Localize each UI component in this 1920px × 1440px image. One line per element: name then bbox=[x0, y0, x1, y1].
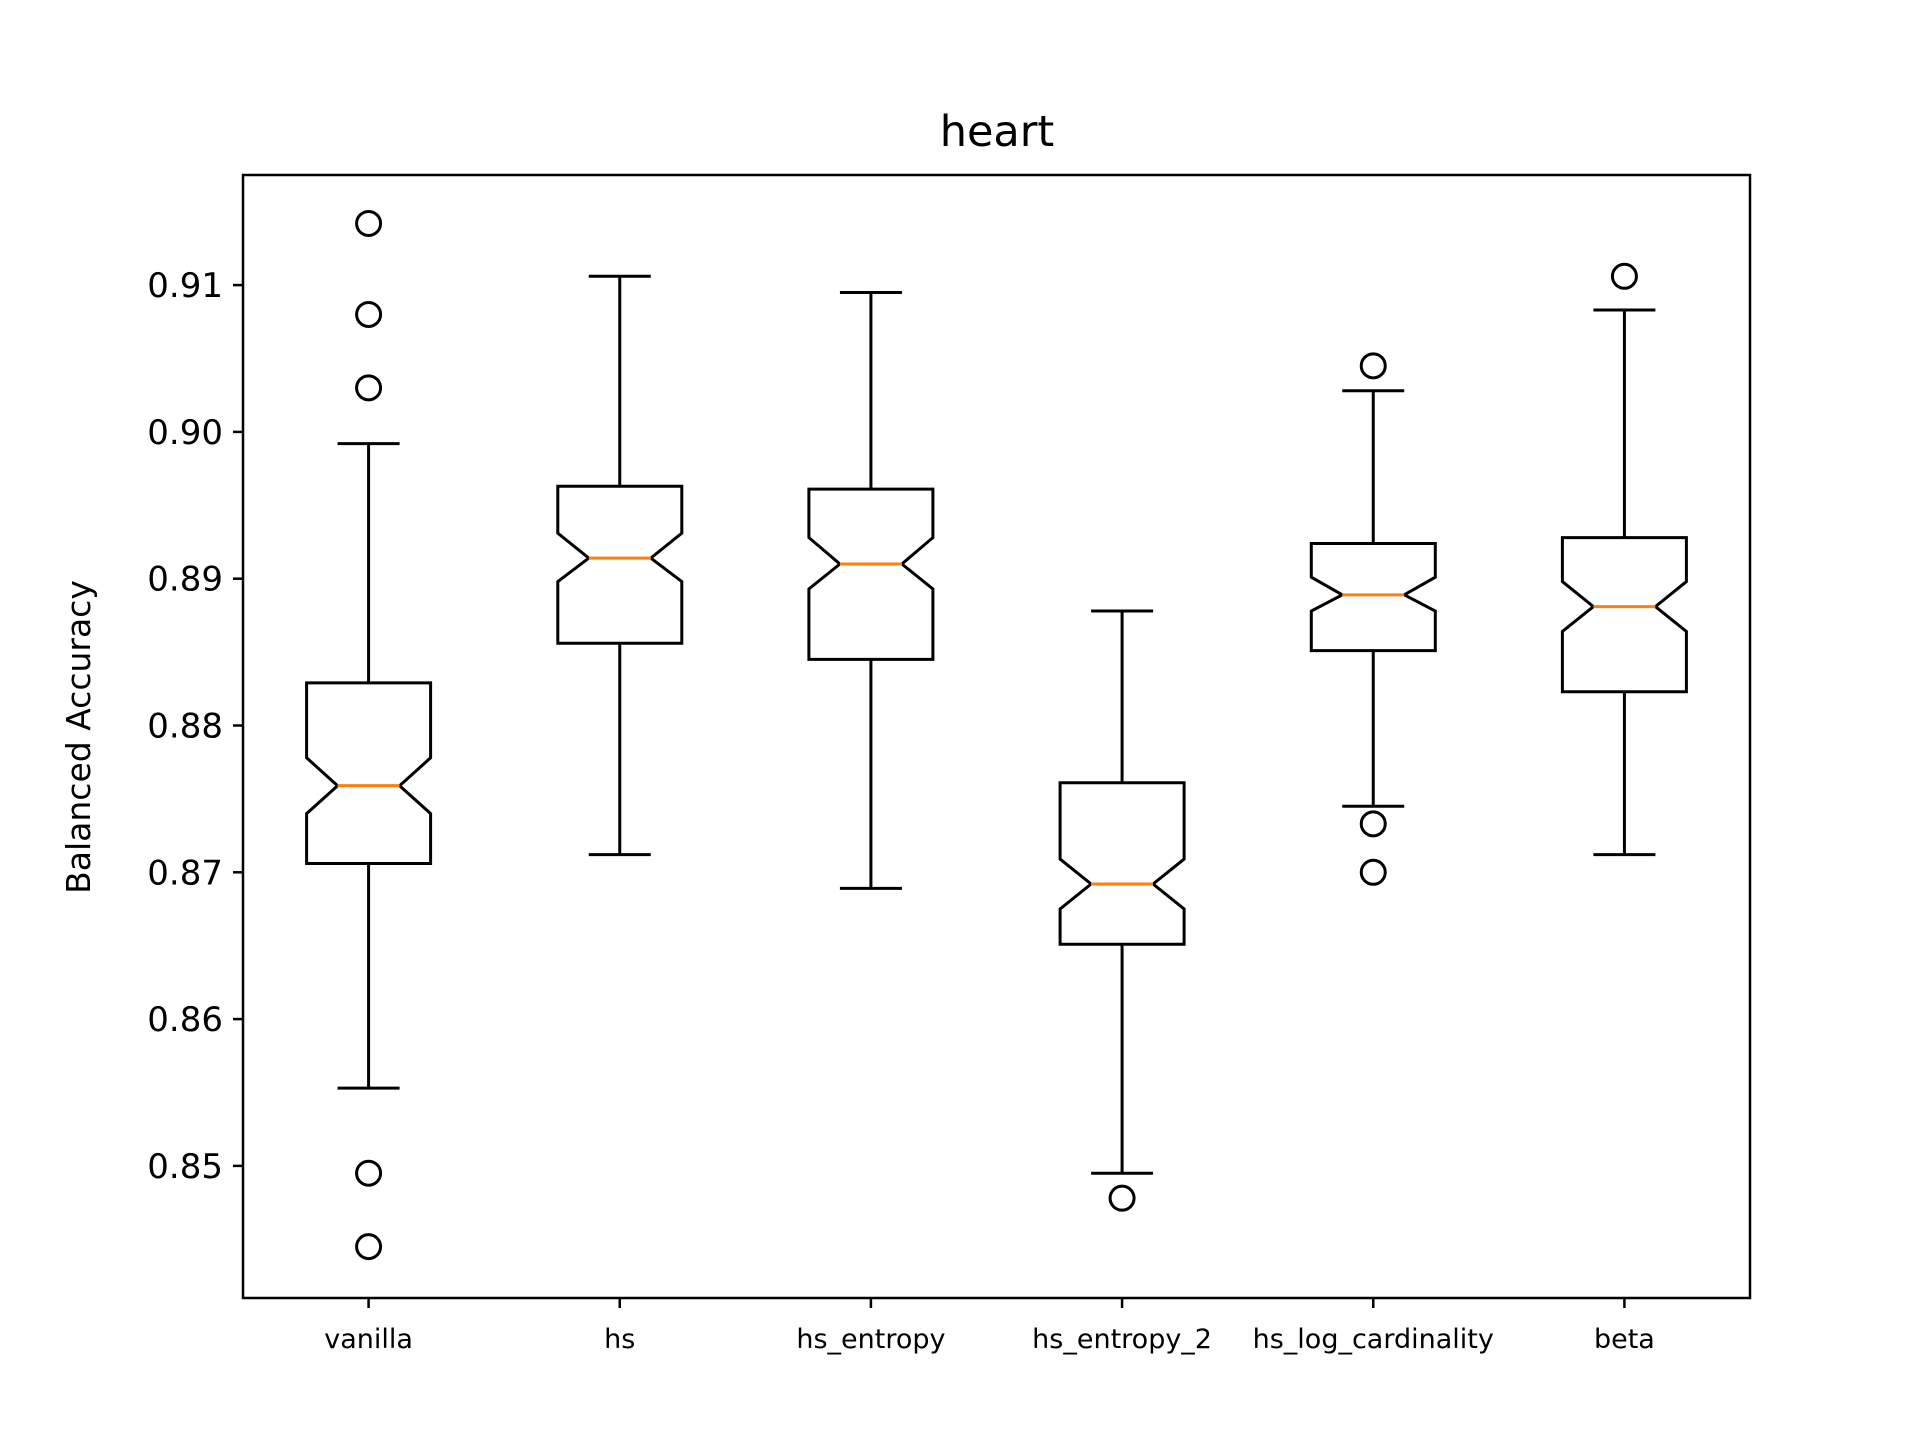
x-tick-label: hs_entropy_2 bbox=[1032, 1324, 1212, 1355]
x-tick-label: hs_entropy bbox=[796, 1324, 945, 1355]
outlier-point bbox=[1108, 1184, 1136, 1212]
y-tick-label: 0.85 bbox=[147, 1147, 223, 1187]
axes-frame bbox=[241, 173, 1752, 1300]
y-tick-label: 0.88 bbox=[147, 706, 223, 746]
notched-box bbox=[1560, 536, 1688, 694]
x-tick-label: hs bbox=[604, 1324, 635, 1355]
plot-area bbox=[305, 209, 1688, 1261]
outlier-point bbox=[355, 300, 383, 328]
notched-box bbox=[1058, 781, 1186, 946]
y-tick-label: 0.91 bbox=[147, 266, 223, 306]
outlier-point bbox=[1359, 352, 1387, 380]
chart-title: heart bbox=[940, 107, 1055, 157]
outlier-point bbox=[1359, 858, 1387, 886]
notched-box bbox=[807, 487, 935, 661]
notched-box bbox=[305, 681, 433, 865]
box-group-hs bbox=[556, 274, 684, 857]
y-tick-label: 0.90 bbox=[147, 413, 223, 453]
outlier-point bbox=[1359, 810, 1387, 838]
y-axis-label: Balanced Accuracy bbox=[59, 580, 98, 894]
box-group-vanilla bbox=[305, 209, 433, 1261]
box-group-hs-entropy-2 bbox=[1058, 609, 1186, 1212]
notched-box bbox=[556, 484, 684, 645]
x-tick-label: hs_log_cardinality bbox=[1253, 1324, 1494, 1355]
x-tick-label: beta bbox=[1594, 1324, 1655, 1355]
outlier-point bbox=[1610, 262, 1638, 290]
notched-box bbox=[1309, 542, 1437, 653]
box-group-hs-entropy bbox=[807, 290, 935, 890]
outlier-point bbox=[355, 1233, 383, 1261]
y-axis-ticks: 0.85 0.86 0.87 0.88 0.89 0.90 0.91 bbox=[147, 266, 243, 1187]
y-tick-label: 0.89 bbox=[147, 560, 223, 600]
outlier-point bbox=[355, 374, 383, 402]
y-tick-label: 0.87 bbox=[147, 853, 223, 893]
x-axis-ticks: vanilla hs hs_entropy hs_entropy_2 hs_log_ca… bbox=[324, 1298, 1655, 1355]
outlier-point bbox=[355, 1159, 383, 1187]
y-tick-label: 0.86 bbox=[147, 1000, 223, 1040]
outlier-point bbox=[355, 209, 383, 237]
x-tick-label: vanilla bbox=[324, 1324, 413, 1355]
box-group-beta bbox=[1560, 262, 1688, 857]
box-group-hs-log-cardinality bbox=[1309, 352, 1437, 886]
